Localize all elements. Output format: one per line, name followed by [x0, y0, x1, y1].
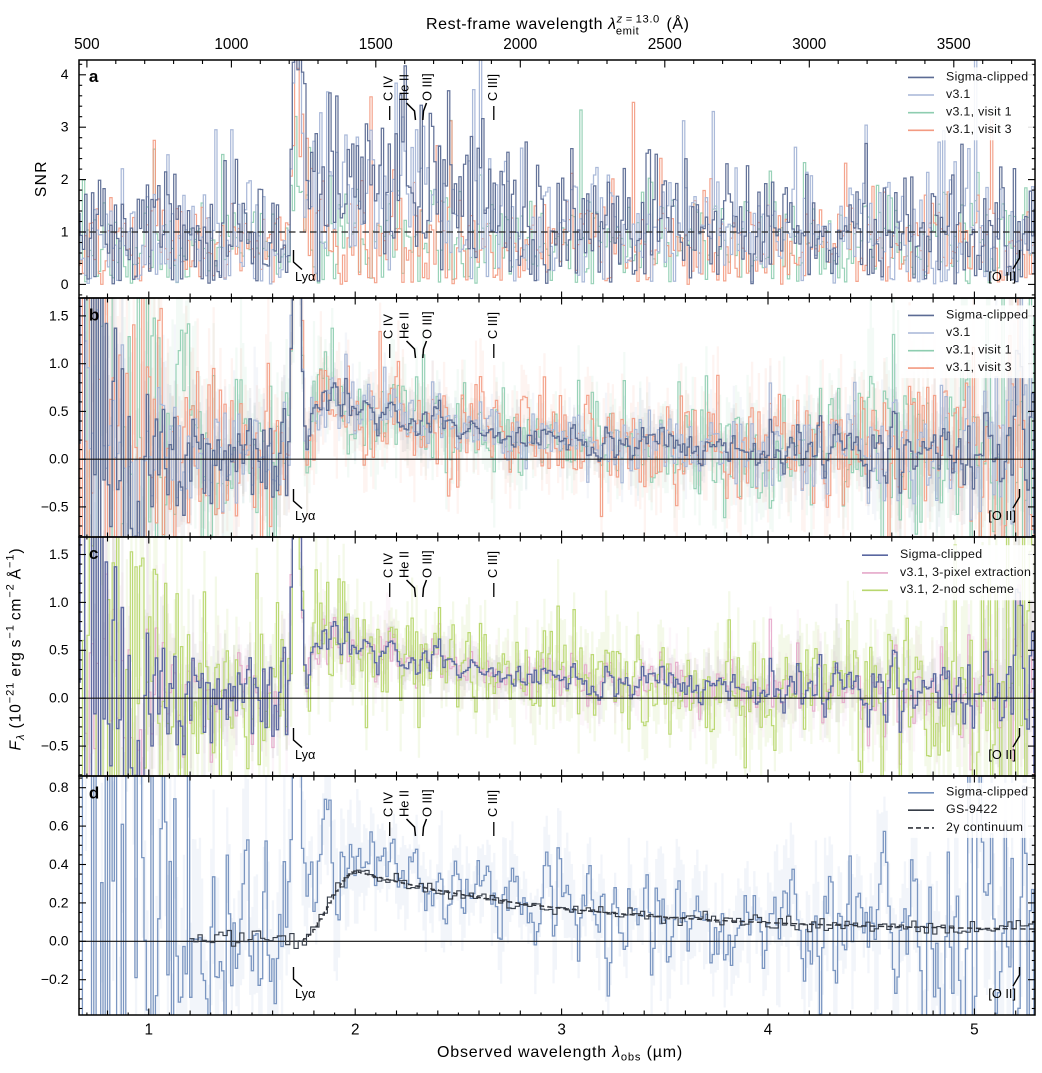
svg-text:O III]: O III]	[420, 550, 435, 578]
svg-text:0.2: 0.2	[49, 894, 69, 910]
svg-text:v3.1, 2-nod scheme: v3.1, 2-nod scheme	[900, 582, 1014, 596]
svg-text:C IV: C IV	[380, 314, 395, 339]
svg-text:He II: He II	[396, 312, 411, 339]
svg-text:3500: 3500	[937, 36, 971, 53]
svg-text:4: 4	[764, 1022, 773, 1039]
svg-text:0.0: 0.0	[49, 690, 69, 706]
svg-text:5: 5	[970, 1022, 979, 1039]
svg-text:−0.5: −0.5	[41, 498, 69, 514]
svg-text:0.0: 0.0	[49, 933, 69, 949]
svg-text:He II: He II	[396, 790, 411, 817]
svg-text:1: 1	[61, 223, 69, 239]
svg-text:C IV: C IV	[380, 76, 395, 101]
svg-text:1.0: 1.0	[49, 355, 69, 371]
svg-text:[O II]: [O II]	[988, 747, 1016, 762]
svg-text:He II: He II	[396, 551, 411, 578]
svg-text:v3.1: v3.1	[946, 325, 971, 339]
svg-text:Fλ (10−21 erg s−1 cm−2 Å−1): Fλ (10−21 erg s−1 cm−2 Å−1)	[5, 548, 28, 751]
svg-text:2000: 2000	[503, 36, 537, 53]
svg-text:a: a	[89, 67, 99, 86]
svg-text:0.0: 0.0	[49, 451, 69, 467]
svg-text:0.8: 0.8	[49, 779, 69, 795]
svg-text:C III]: C III]	[485, 74, 500, 101]
svg-text:Lyα: Lyα	[295, 986, 316, 1001]
svg-text:Lyα: Lyα	[295, 269, 316, 284]
svg-text:C III]: C III]	[485, 551, 500, 578]
svg-text:d: d	[89, 783, 99, 802]
svg-text:v3.1, visit 1: v3.1, visit 1	[946, 343, 1012, 357]
svg-text:Sigma-clipped: Sigma-clipped	[900, 547, 982, 561]
svg-text:0.5: 0.5	[49, 403, 69, 419]
svg-text:v3.1, visit 1: v3.1, visit 1	[946, 105, 1012, 119]
svg-text:1.0: 1.0	[49, 594, 69, 610]
svg-text:Sigma-clipped: Sigma-clipped	[946, 307, 1028, 321]
svg-text:Observed wavelength λobs (µm): Observed wavelength λobs (µm)	[437, 1044, 683, 1064]
svg-text:Lyα: Lyα	[295, 747, 316, 762]
svg-text:2: 2	[351, 1022, 360, 1039]
svg-text:0.4: 0.4	[49, 856, 69, 872]
svg-text:b: b	[89, 306, 99, 325]
svg-text:v3.1, visit 3: v3.1, visit 3	[946, 122, 1012, 136]
svg-text:SNR: SNR	[33, 160, 50, 197]
svg-text:1.5: 1.5	[49, 546, 69, 562]
svg-text:v3.1: v3.1	[946, 87, 971, 101]
svg-text:3: 3	[61, 119, 69, 135]
svg-text:−0.5: −0.5	[41, 738, 69, 754]
svg-text:[O II]: [O II]	[988, 269, 1016, 284]
svg-text:3: 3	[557, 1022, 566, 1039]
svg-text:1500: 1500	[359, 36, 393, 53]
svg-text:0: 0	[61, 276, 69, 292]
svg-text:C IV: C IV	[380, 792, 395, 817]
svg-text:2γ continuum: 2γ continuum	[946, 820, 1023, 834]
svg-text:O III]: O III]	[420, 73, 435, 101]
svg-text:1000: 1000	[214, 36, 248, 53]
svg-text:500: 500	[74, 36, 100, 53]
svg-text:c: c	[89, 544, 98, 563]
svg-text:3000: 3000	[792, 36, 826, 53]
svg-text:O III]: O III]	[420, 789, 435, 817]
svg-text:He II: He II	[396, 74, 411, 101]
svg-text:[O II]: [O II]	[988, 986, 1016, 1001]
svg-text:1: 1	[145, 1022, 154, 1039]
svg-text:Sigma-clipped: Sigma-clipped	[946, 69, 1028, 83]
svg-text:4: 4	[61, 66, 69, 82]
svg-text:Sigma-clipped: Sigma-clipped	[946, 785, 1028, 799]
svg-text:C III]: C III]	[485, 790, 500, 817]
svg-text:v3.1, 3-pixel extraction: v3.1, 3-pixel extraction	[900, 565, 1031, 579]
svg-text:GS-9422: GS-9422	[946, 802, 998, 816]
svg-text:0.5: 0.5	[49, 642, 69, 658]
svg-text:O III]: O III]	[420, 311, 435, 339]
svg-text:[O II]: [O II]	[988, 508, 1016, 523]
svg-text:0.6: 0.6	[49, 818, 69, 834]
svg-text:C IV: C IV	[380, 553, 395, 578]
svg-text:2: 2	[61, 171, 69, 187]
svg-text:2500: 2500	[648, 36, 682, 53]
svg-text:1.5: 1.5	[49, 307, 69, 323]
svg-text:v3.1, visit 3: v3.1, visit 3	[946, 360, 1012, 374]
svg-text:−0.2: −0.2	[41, 971, 69, 987]
svg-text:Lyα: Lyα	[295, 508, 316, 523]
svg-text:C III]: C III]	[485, 312, 500, 339]
